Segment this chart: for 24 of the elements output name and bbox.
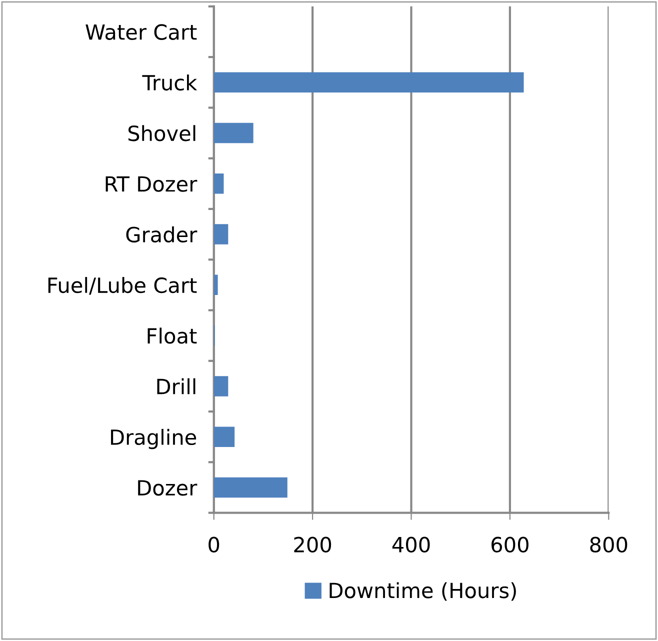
x-tick-label: 0 — [208, 536, 220, 553]
y-tick-label: Dozer — [138, 480, 198, 496]
y-tick-label: Grader — [126, 226, 198, 242]
y-tick-label: Fuel/Lube Cart — [48, 277, 197, 295]
legend-label: Downtime (Hours) — [330, 582, 516, 601]
x-tick-label: 600 — [492, 536, 528, 553]
bar — [214, 122, 254, 144]
x-tick-label: 800 — [590, 536, 628, 553]
x-tick-label: 200 — [294, 536, 332, 553]
y-tick-label: Float — [148, 328, 197, 344]
y-tick-label: Truck — [142, 74, 198, 91]
bar — [214, 426, 235, 447]
y-tick-label: RT Dozer — [106, 176, 198, 192]
bar — [214, 376, 228, 396]
y-tick-label: Dragline — [111, 428, 196, 450]
y-tick-label: Shovel — [128, 125, 196, 142]
bar — [214, 274, 218, 296]
bar — [214, 477, 288, 498]
bar — [214, 224, 228, 244]
bar — [214, 72, 524, 92]
y-tick-label: Water Cart — [86, 24, 197, 40]
x-tick-label: 400 — [392, 536, 430, 553]
y-tick-label: Drill — [157, 378, 196, 394]
bar — [214, 174, 224, 194]
